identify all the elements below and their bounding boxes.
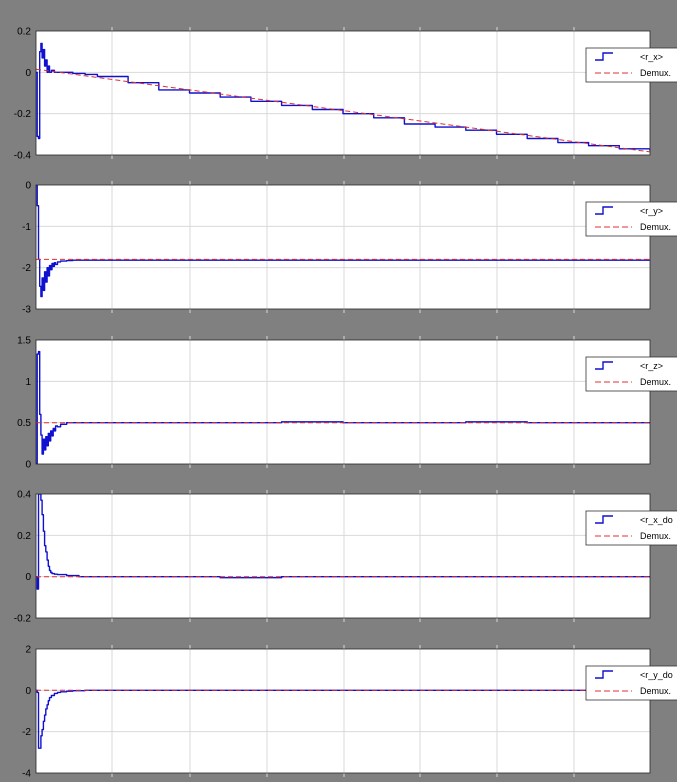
series-line-signal bbox=[36, 185, 650, 298]
y-tick-label: -0.2 bbox=[14, 614, 32, 625]
axes-face bbox=[36, 31, 650, 155]
legend-symbol-signal bbox=[595, 361, 613, 370]
series-line-signal bbox=[36, 494, 650, 590]
axes-border bbox=[35, 184, 651, 310]
y-tick-label: 0 bbox=[25, 460, 31, 471]
series-group bbox=[36, 350, 650, 464]
y-tick-label: -1 bbox=[22, 222, 31, 233]
y-tick-label: -0.4 bbox=[14, 151, 32, 162]
legend-label-reference: Demux. bbox=[640, 377, 671, 387]
scope-panel-r_z: 0 0.5 1 1.5 <r_z> Demux. bbox=[17, 336, 677, 471]
y-tick-label: 0.5 bbox=[17, 418, 31, 429]
y-tick-label: 0 bbox=[25, 68, 31, 79]
axes-border bbox=[35, 493, 651, 619]
legend-box bbox=[585, 665, 677, 701]
series-line-reference bbox=[36, 68, 650, 153]
y-tick-label: 2 bbox=[25, 645, 31, 656]
legend: <r_y> Demux. bbox=[585, 201, 677, 237]
scope-panel-r_y_dot: -4 -2 0 2 <r_y_do Demux. bbox=[22, 645, 677, 780]
axes-face bbox=[36, 185, 650, 309]
y-tick-label: 0.4 bbox=[17, 490, 31, 501]
scope-panel-r_x: -0.4 -0.2 0 0.2 <r_x> Demux. bbox=[14, 27, 677, 162]
series-line-signal bbox=[36, 42, 650, 151]
scope-panel-r_y: -3 -2 -1 0 <r_y> Demux. bbox=[22, 181, 677, 316]
legend-label-signal: <r_x> bbox=[640, 52, 663, 62]
legend-symbol-signal bbox=[595, 670, 613, 679]
legend-label-reference: Demux. bbox=[640, 222, 671, 232]
y-tick-label: -2 bbox=[22, 263, 31, 274]
y-tick-label: 1 bbox=[25, 377, 31, 388]
legend-symbol-signal bbox=[595, 515, 613, 524]
y-tick-label: 0.2 bbox=[17, 531, 31, 542]
legend: <r_x> Demux. bbox=[585, 47, 677, 83]
legend-label-reference: Demux. bbox=[640, 686, 671, 696]
legend-label-reference: Demux. bbox=[640, 68, 671, 78]
legend-label-signal: <r_x_do bbox=[640, 515, 673, 525]
legend-label-signal: <r_y> bbox=[640, 206, 663, 216]
legend-label-reference: Demux. bbox=[640, 531, 671, 541]
y-tick-label: 0.2 bbox=[17, 27, 31, 38]
y-tick-label: 0 bbox=[25, 572, 31, 583]
legend-box bbox=[585, 47, 677, 83]
axes-face bbox=[36, 649, 650, 773]
axes-border bbox=[35, 339, 651, 465]
legend-box bbox=[585, 201, 677, 237]
axes-face bbox=[36, 494, 650, 618]
series-line-signal bbox=[36, 350, 650, 464]
series-group bbox=[36, 42, 650, 153]
legend-box bbox=[585, 356, 677, 392]
axes-face bbox=[36, 340, 650, 464]
series-group bbox=[36, 185, 650, 298]
scope-panel-r_x_dot: -0.2 0 0.2 0.4 <r_x_do Demux. bbox=[14, 490, 677, 625]
legend-symbol-signal bbox=[595, 206, 613, 215]
legend-symbol-signal bbox=[595, 52, 613, 61]
series-group bbox=[36, 494, 650, 590]
legend: <r_x_do Demux. bbox=[585, 510, 677, 546]
y-tick-label: -2 bbox=[22, 727, 31, 738]
axes-border bbox=[35, 30, 651, 156]
legend-box bbox=[585, 510, 677, 546]
legend: <r_y_do Demux. bbox=[585, 665, 677, 701]
legend: <r_z> Demux. bbox=[585, 356, 677, 392]
y-tick-label: -3 bbox=[22, 305, 31, 316]
y-tick-label: -4 bbox=[22, 769, 31, 780]
y-tick-label: 0 bbox=[25, 181, 31, 192]
y-tick-label: -0.2 bbox=[14, 109, 32, 120]
axes-border bbox=[35, 648, 651, 774]
legend-label-signal: <r_y_do bbox=[640, 670, 673, 680]
y-tick-label: 0 bbox=[25, 686, 31, 697]
y-tick-label: 1.5 bbox=[17, 336, 31, 347]
legend-label-signal: <r_z> bbox=[640, 361, 663, 371]
series-group bbox=[36, 689, 650, 749]
